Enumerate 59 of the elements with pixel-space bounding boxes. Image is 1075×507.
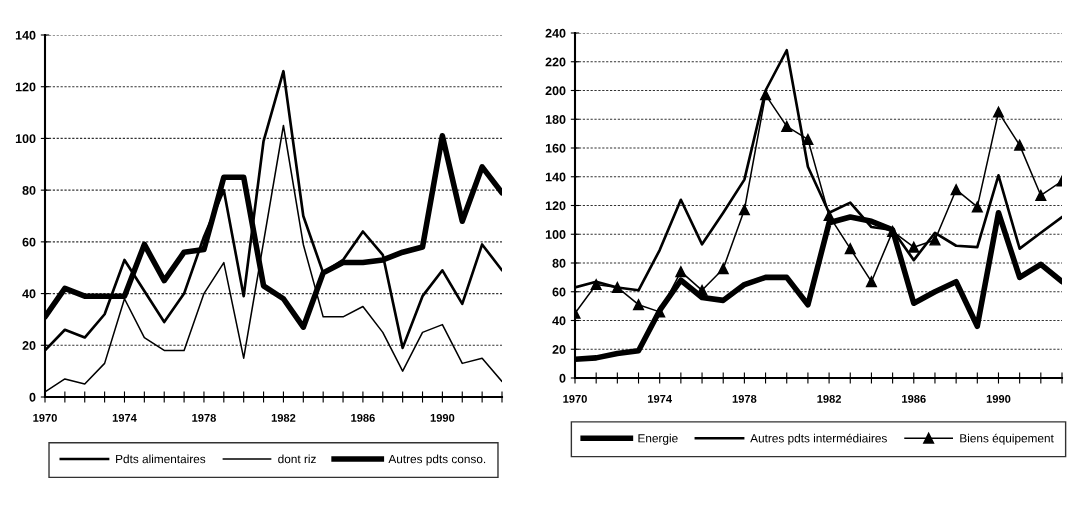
- x-tick-label: 1990: [430, 413, 455, 422]
- y-tick-label: 160: [545, 143, 566, 153]
- point: [675, 266, 687, 278]
- point: [887, 225, 899, 237]
- y-tick-label: 180: [545, 115, 566, 124]
- y-tick-label: 120: [545, 201, 566, 211]
- point: [781, 120, 793, 132]
- x-tick-label: 1974: [648, 394, 672, 403]
- y-tick-label: 20: [22, 341, 36, 350]
- point: [738, 204, 750, 216]
- legend-label: Biens équipement: [960, 433, 1054, 445]
- x-tick-label: 1978: [732, 394, 757, 403]
- x-tick-label: 1970: [33, 413, 57, 422]
- point: [1014, 139, 1026, 151]
- y-tick-label: 80: [22, 185, 36, 195]
- y-tick-label: 0: [559, 373, 566, 383]
- y-tick-label: 0: [29, 392, 36, 402]
- x-tick-label: 1974: [112, 413, 137, 422]
- point: [865, 276, 877, 288]
- x-tick-label: 1986: [902, 394, 926, 403]
- legend-label: dont riz: [278, 454, 316, 464]
- x-tick-label: 1986: [351, 413, 375, 422]
- point: [1035, 189, 1047, 201]
- point: [760, 89, 772, 101]
- y-tick-label: 100: [545, 230, 566, 239]
- x-tick-label: 1982: [271, 413, 296, 422]
- point: [802, 133, 814, 145]
- point: [929, 234, 941, 246]
- y-tick-label: 20: [552, 345, 566, 354]
- legend-label: Autres pdts conso.: [388, 454, 486, 466]
- y-tick-label: 140: [545, 172, 566, 182]
- legend-label: Autres pdts intermédiaires: [750, 433, 887, 445]
- point: [844, 243, 856, 255]
- x-tick-label: 1982: [817, 394, 841, 403]
- point: [632, 299, 645, 311]
- y-tick-label: 100: [15, 134, 36, 144]
- point: [971, 201, 983, 213]
- point: [992, 106, 1005, 118]
- y-tick-label: 60: [22, 237, 36, 247]
- point: [611, 281, 623, 293]
- point: [717, 263, 729, 275]
- y-tick-label: 200: [545, 86, 566, 96]
- point: [823, 210, 835, 222]
- y-tick-label: 80: [552, 258, 566, 268]
- y-tick-label: 60: [552, 287, 566, 297]
- point: [908, 241, 920, 253]
- y-tick-label: 40: [22, 289, 36, 299]
- legend-label: Pdts alimentaires: [116, 454, 206, 464]
- y-tick-label: 120: [15, 82, 36, 92]
- x-tick-label: 1990: [986, 394, 1011, 403]
- x-tick-label: 1970: [563, 394, 587, 403]
- x-tick-label: 1978: [192, 413, 216, 422]
- y-tick-label: 140: [15, 30, 36, 40]
- point: [950, 184, 962, 196]
- y-tick-label: 220: [545, 57, 566, 67]
- y-tick-label: 40: [552, 316, 566, 326]
- legend-label: Energie: [638, 433, 678, 445]
- y-tick-label: 240: [545, 28, 566, 38]
- point: [590, 279, 602, 291]
